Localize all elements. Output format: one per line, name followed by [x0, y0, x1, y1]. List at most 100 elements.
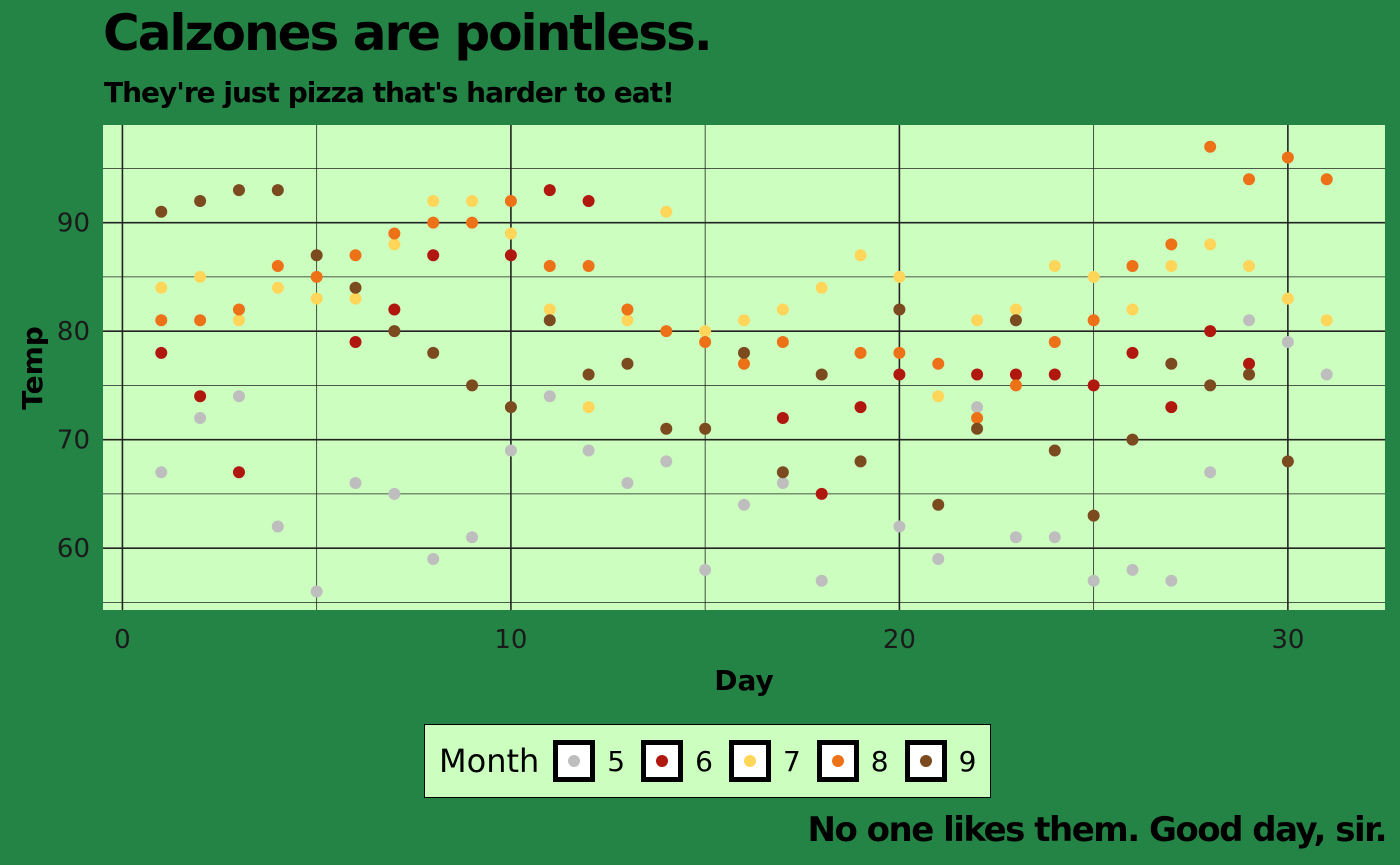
x-tick-label: 0	[114, 625, 131, 655]
data-point-month-7	[155, 281, 168, 294]
data-point-month-6	[1243, 357, 1256, 370]
data-point-month-6	[388, 303, 401, 316]
data-point-month-8	[699, 336, 712, 349]
data-point-month-5	[582, 444, 595, 457]
data-point-month-5	[1243, 314, 1256, 327]
data-point-month-9	[1165, 357, 1178, 370]
data-point-month-9	[971, 422, 984, 435]
data-point-month-6	[155, 346, 168, 359]
data-point-month-8	[1126, 260, 1139, 273]
data-point-month-5	[815, 574, 828, 587]
legend-dot	[568, 755, 581, 767]
y-axis-title: Temp	[16, 326, 49, 410]
data-point-month-8	[582, 260, 595, 273]
data-point-month-9	[349, 281, 362, 294]
data-point-month-9	[1126, 433, 1139, 446]
data-point-month-9	[427, 346, 440, 359]
data-point-month-8	[1204, 140, 1217, 153]
data-point-month-5	[1087, 574, 1100, 587]
data-point-month-6	[427, 249, 440, 262]
legend-label: 8	[870, 744, 889, 778]
data-point-month-6	[893, 368, 906, 381]
data-point-month-7	[776, 303, 789, 316]
data-point-month-5	[1204, 466, 1217, 479]
data-point-month-9	[699, 422, 712, 435]
data-point-month-8	[310, 270, 323, 283]
data-point-month-5	[660, 455, 673, 468]
data-point-month-6	[194, 390, 207, 403]
data-point-month-7	[1165, 260, 1178, 273]
y-tick-label: 80	[57, 317, 90, 347]
data-point-month-7	[543, 303, 556, 316]
y-tick-label: 60	[57, 534, 90, 564]
data-point-month-5	[1165, 574, 1178, 587]
axis-ticks: 0 10 20 30 60 70 80 90	[57, 209, 1305, 655]
legend-key-month-8	[816, 740, 859, 782]
data-point-month-9	[543, 314, 556, 327]
data-point-month-7	[1009, 303, 1022, 316]
data-point-month-9	[504, 401, 517, 414]
data-point-month-9	[1243, 368, 1256, 381]
data-point-month-7	[621, 314, 634, 327]
data-point-month-5	[504, 444, 517, 457]
data-point-month-6	[582, 194, 595, 207]
data-point-month-9	[1087, 509, 1100, 522]
data-point-month-7	[971, 314, 984, 327]
data-point-month-5	[1009, 531, 1022, 544]
data-point-month-5	[776, 477, 789, 490]
grid-lines	[103, 125, 1385, 610]
data-point-month-8	[854, 346, 867, 359]
data-point-month-8	[776, 336, 789, 349]
data-point-month-7	[738, 314, 750, 327]
data-point-month-5	[194, 411, 207, 424]
data-point-month-8	[271, 260, 284, 273]
data-point-month-8	[194, 314, 207, 327]
data-point-month-5	[310, 585, 323, 598]
data-point-month-7	[893, 270, 906, 283]
y-tick-label: 90	[57, 209, 90, 239]
data-point-month-5	[699, 563, 712, 576]
legend-label: 7	[782, 744, 801, 778]
data-point-month-7	[504, 227, 517, 240]
data-point-month-7	[815, 281, 828, 294]
data-point-month-8	[971, 411, 984, 424]
legend-key-month-9	[904, 740, 947, 782]
data-point-month-7	[1243, 260, 1256, 273]
legend-label: 9	[958, 744, 977, 778]
data-point-month-9	[388, 325, 401, 338]
legend-key-month-6	[641, 740, 684, 782]
data-point-month-9	[194, 194, 207, 207]
data-point-month-9	[738, 346, 750, 359]
legend-dot	[656, 755, 669, 767]
data-point-month-8	[427, 216, 440, 229]
data-point-month-9	[1281, 455, 1294, 468]
data-point-month-9	[932, 498, 945, 511]
data-point-month-9	[1009, 314, 1022, 327]
data-point-month-7	[349, 292, 362, 305]
data-point-month-7	[310, 292, 323, 305]
y-tick-label: 70	[57, 426, 90, 456]
data-point-month-8	[1009, 379, 1022, 392]
data-point-month-9	[854, 455, 867, 468]
data-point-month-8	[893, 346, 906, 359]
data-point-month-8	[1243, 173, 1256, 186]
data-point-month-9	[582, 368, 595, 381]
data-point-month-9	[621, 357, 634, 370]
legend-title: Month	[439, 742, 540, 780]
data-point-month-9	[1048, 444, 1061, 457]
x-tick-label: 10	[494, 625, 527, 655]
data-point-month-8	[543, 260, 556, 273]
data-point-month-7	[232, 314, 245, 327]
legend-dot	[831, 755, 844, 767]
chart-subtitle: They're just pizza that's harder to eat!	[104, 76, 675, 109]
data-point-month-8	[466, 216, 479, 229]
data-point-month-7	[582, 401, 595, 414]
legend-label: 6	[695, 744, 713, 778]
data-point-month-5	[621, 477, 634, 490]
data-point-month-6	[1048, 368, 1061, 381]
data-point-month-6	[1087, 379, 1100, 392]
data-point-month-9	[893, 303, 906, 316]
data-point-month-5	[543, 390, 556, 403]
data-point-month-7	[1320, 314, 1333, 327]
